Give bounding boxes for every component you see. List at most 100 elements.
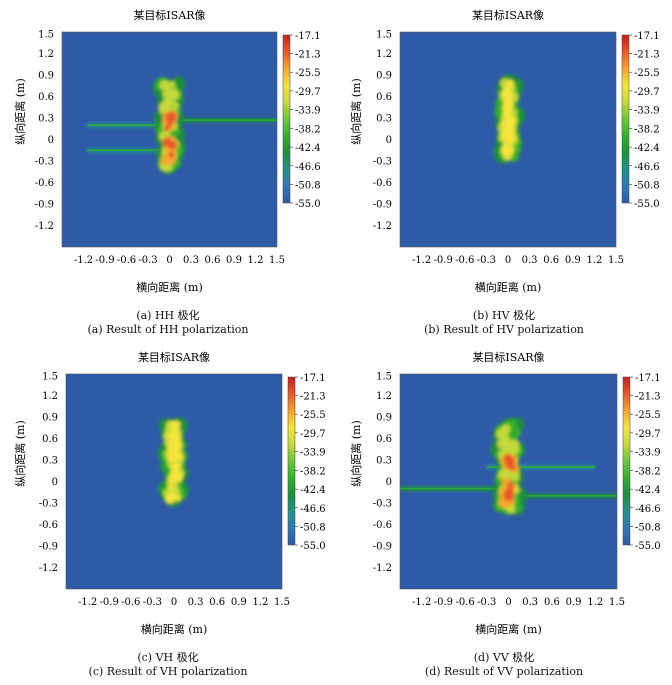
target-scatter-vh (173, 494, 182, 502)
y-tick-label-vv: -0.6 (373, 520, 392, 531)
colorbar-tick-label-vh: -50.8 (300, 522, 326, 533)
x-tick-label-hh: -0.9 (95, 255, 114, 266)
y-tick-label-hv: 1.2 (376, 49, 392, 60)
x-tick-label-vv: -0.3 (477, 597, 496, 608)
y-tick-label-hh: 0.6 (38, 92, 54, 103)
x-tick-label-hv: -0.3 (477, 255, 496, 266)
target-scatter-vv (511, 473, 520, 482)
y-tick-label-hh: 0.3 (38, 114, 54, 125)
y-tick-label-hv: -0.3 (373, 157, 392, 168)
y-tick-label-hv: -0.9 (373, 200, 392, 211)
y-tick-label-hv: 0 (386, 135, 392, 146)
panel-vh: 某目标ISAR像 1.5 1.2 0.9 0.6 0.3 0 -0.3 -0.6 -0.9 -1.2… (0, 342, 336, 684)
x-tick-label-vv: -0.9 (434, 597, 453, 608)
x-tick-label-hv: 0 (505, 255, 511, 266)
x-tick-label-vv: 1.2 (587, 597, 603, 608)
colorbar-tick-label-hh: -33.9 (295, 105, 321, 116)
x-tick-label-vh: -0.6 (121, 597, 140, 608)
target-scatter-hv (500, 148, 507, 155)
plot-frame-vh (65, 373, 283, 590)
x-tick-label-hv: 0.9 (565, 255, 581, 266)
colorbar-tick-label-hv: -55.0 (634, 199, 660, 210)
x-tick-label-hv: -0.9 (434, 255, 453, 266)
colorbar-tick-label-hv: -50.8 (634, 180, 660, 191)
caption-en-hh: (a) Result of HH polarization (87, 323, 249, 336)
colorbar-tick-label-vv: -33.9 (635, 447, 661, 458)
target-scatter-vv (508, 462, 516, 471)
target-scatter-hh (166, 140, 173, 147)
y-tick-label-vh: 1.2 (42, 391, 58, 402)
target-scatter-hh (165, 112, 172, 120)
caption-cn-hh: (a) HH 极化 (136, 309, 200, 322)
target-scatter-hh (168, 81, 176, 88)
target-scatter-hh (171, 101, 179, 109)
colorbar-tick-label-hv: -42.4 (634, 143, 660, 154)
colorbar-tick-label-hh: -38.2 (295, 125, 321, 136)
colorbar-tick-label-hv: -46.6 (634, 162, 660, 173)
colorbar-tick-label-vv: -42.4 (635, 485, 661, 496)
target-scatter-vh (167, 439, 178, 449)
y-tick-label-hh: 1.2 (38, 49, 54, 60)
colorbar-tick-label-hv: -25.5 (634, 68, 660, 79)
panel-vv: 某目标ISAR像 1.5 1.2 0.9 0.6 0.3 0 -0.3 -0.6 -0.9 -1.2… (336, 342, 672, 684)
panel-hv: 某目标ISAR像 1.5 1.2 0.9 0.6 0.3 0 -0.3 -0.6 -0.9 -1.2… (336, 0, 672, 342)
x-tick-label-hh: 1.2 (248, 255, 264, 266)
y-tick-label-vh: 0.3 (42, 456, 58, 467)
target-scatter-hv (500, 130, 509, 138)
panel-hh: 某目标ISAR像 1.5 1.2 0.9 0.6 0.3 0 -0.3 -0.6 -0.9 -1.2… (0, 0, 336, 342)
target-scatter-vv (500, 439, 511, 450)
chart-hv: 某目标ISAR像1.51.20.90.60.30-0.3-0.6-0.9-1.2… (349, 8, 660, 294)
target-scatter-hh (162, 89, 172, 98)
caption-cn-hv: (b) HV 极化 (472, 309, 536, 322)
caption-cn-vh: (c) VH 极化 (137, 651, 199, 664)
colorbar-tick-label-vh: -17.1 (300, 373, 326, 384)
y-tick-label-hh: 0.9 (38, 71, 54, 82)
x-tick-label-hv: -1.2 (412, 255, 431, 266)
streak-core-vv-1 (515, 495, 617, 497)
colorbar-tick-label-hh: -46.6 (295, 162, 321, 173)
x-tick-label-vv: 0.9 (566, 597, 582, 608)
x-axis-label-vv: 横向距离 (m) (475, 622, 542, 636)
y-tick-label-vv: 0 (386, 477, 392, 488)
colorbar-tick-label-hv: -29.7 (634, 87, 660, 98)
target-scatter-vh (166, 432, 174, 440)
y-axis-label-hv: 纵向距离 (m) (349, 78, 363, 145)
y-tick-label-hh: -0.9 (35, 200, 54, 211)
chart-vh: 某目标ISAR像1.51.20.90.60.30-0.3-0.6-0.9-1.2… (13, 350, 326, 636)
y-tick-label-hv: -1.2 (373, 221, 392, 232)
y-tick-label-vh: -0.3 (39, 499, 58, 510)
caption-en-vv: (d) Result of VV polarization (424, 665, 584, 678)
y-tick-label-vh: 1.5 (42, 372, 58, 383)
y-tick-label-vv: -0.3 (373, 499, 392, 510)
colorbar-tick-label-hh: -29.7 (295, 87, 321, 98)
colorbar-tick-label-vv: -25.5 (635, 410, 661, 421)
chart-title-vv: 某目标ISAR像 (472, 350, 544, 364)
y-tick-label-vv: 1.5 (376, 372, 392, 383)
y-tick-label-vv: 0.6 (376, 434, 392, 445)
colorbar-tick-label-hh: -25.5 (295, 68, 321, 79)
y-tick-label-hv: -0.6 (373, 178, 392, 189)
x-tick-label-vv: 0 (505, 597, 511, 608)
target-scatter-hv (506, 126, 514, 134)
chart-title-hh: 某目标ISAR像 (133, 8, 205, 22)
colorbar-tick-label-vh: -55.0 (300, 541, 326, 552)
caption-cn-vv: (d) VV 极化 (473, 651, 535, 664)
y-tick-label-hh: -0.3 (35, 157, 54, 168)
colorbar-tick-label-vh: -29.7 (300, 429, 326, 440)
target-scatter-hh (160, 101, 169, 110)
x-tick-label-vh: 1.5 (274, 597, 290, 608)
x-tick-label-vv: -0.6 (455, 597, 474, 608)
target-scatter-vh (168, 491, 175, 499)
target-scatter-vv (507, 482, 514, 489)
y-tick-label-vh: -1.2 (39, 563, 58, 574)
target-scatter-vh (174, 462, 182, 470)
target-scatter-hv (504, 108, 512, 115)
x-tick-label-vh: -0.3 (143, 597, 162, 608)
target-scatter-hh (162, 82, 171, 91)
x-axis-label-hv: 横向距离 (m) (475, 280, 542, 294)
colorbar-vv (622, 376, 631, 546)
y-axis-label-vh: 纵向距离 (m) (13, 420, 27, 487)
colorbar-tick-label-vv: -17.1 (635, 373, 661, 384)
x-tick-label-hv: 1.5 (608, 255, 624, 266)
colorbar-tick-label-hh: -17.1 (295, 31, 321, 42)
